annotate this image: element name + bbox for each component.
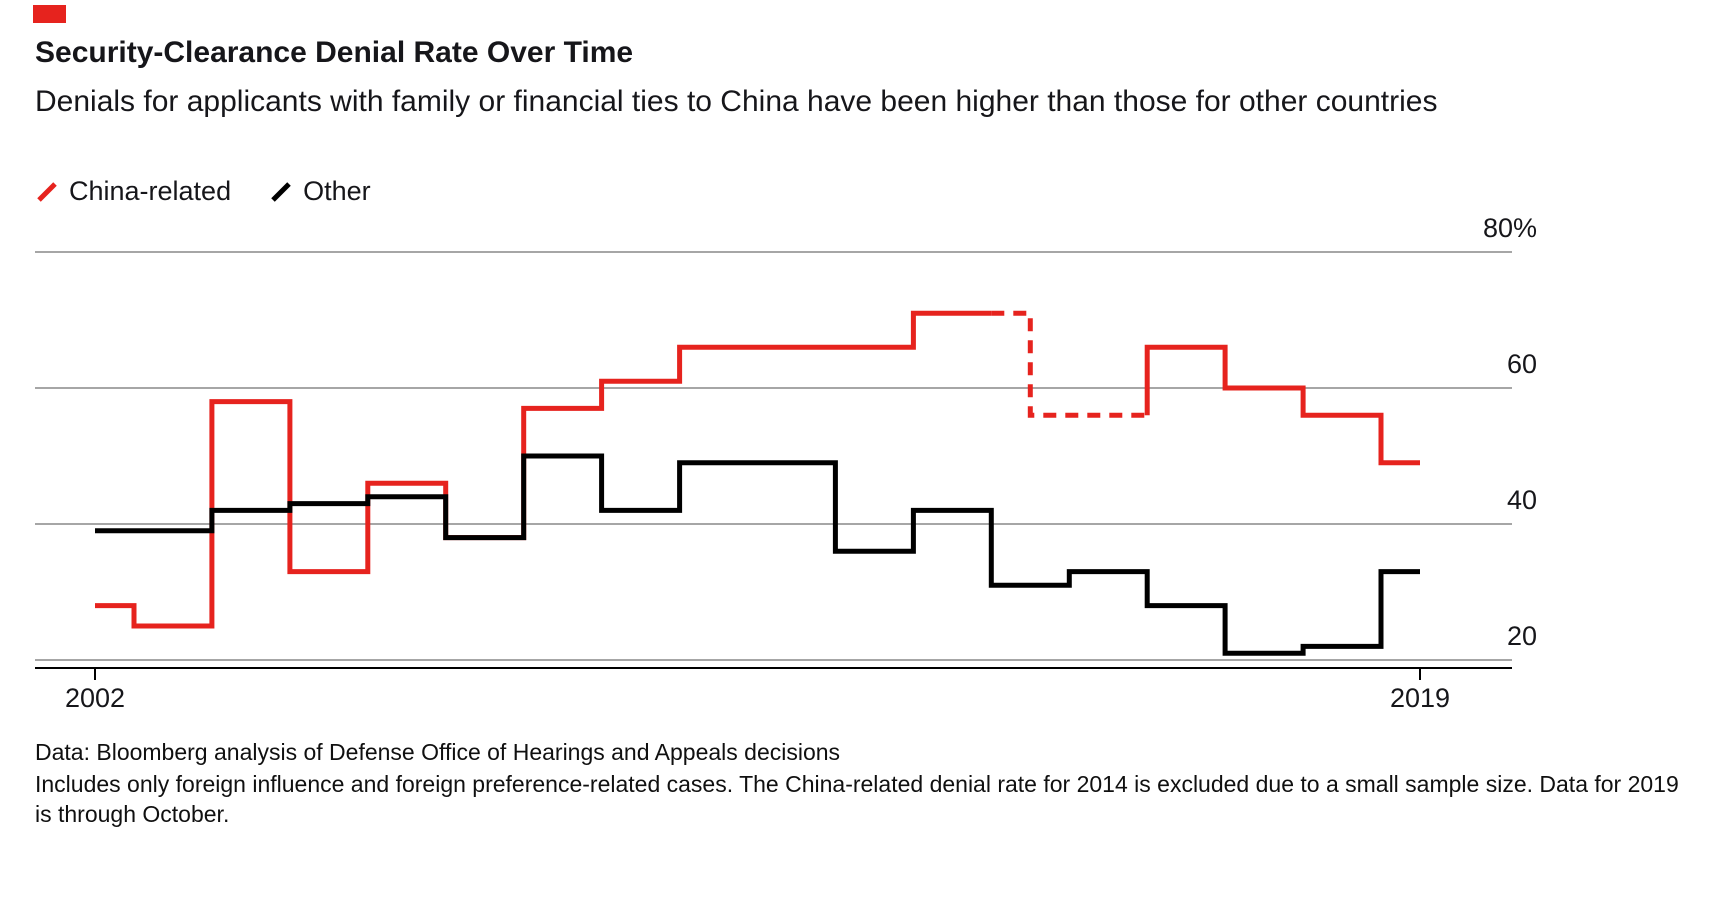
brand-accent-mark <box>33 5 66 23</box>
series-line-China-related-excluded-dashed <box>991 310 1148 418</box>
chart-subtitle: Denials for applicants with family or fi… <box>35 85 1438 118</box>
x-axis-label-2019: 2019 <box>1390 683 1450 713</box>
series-line-China-related-pre <box>95 310 992 629</box>
y-axis-label-40: 40 <box>1507 485 1537 515</box>
y-axis-label-20: 20 <box>1507 621 1537 651</box>
legend-label-other: Other <box>303 176 371 206</box>
chart-legend: China-related Other <box>35 176 371 207</box>
y-axis-label-60: 60 <box>1507 349 1537 379</box>
series-line-China-related-post <box>1144 344 1420 466</box>
y-axis-label-80: 80% <box>1483 213 1537 243</box>
china-related-series-swatch-icon <box>37 181 57 202</box>
series-line-Other <box>95 453 1420 656</box>
step-chart-plot: 80% 60 40 20 2002 2019 <box>35 213 1537 713</box>
chart-title: Security-Clearance Denial Rate Over Time <box>35 36 634 69</box>
other-series-swatch-icon <box>271 181 291 202</box>
methodology-note: Includes only foreign influence and fore… <box>35 771 1679 827</box>
legend-item-other: Other <box>269 176 371 207</box>
legend-item-china-related: China-related <box>35 176 231 207</box>
legend-label-china-related: China-related <box>69 176 232 206</box>
x-axis-label-2002: 2002 <box>65 683 125 713</box>
source-note: Data: Bloomberg analysis of Defense Offi… <box>35 739 841 765</box>
chart-footer: Data: Bloomberg analysis of Defense Offi… <box>35 737 1690 829</box>
